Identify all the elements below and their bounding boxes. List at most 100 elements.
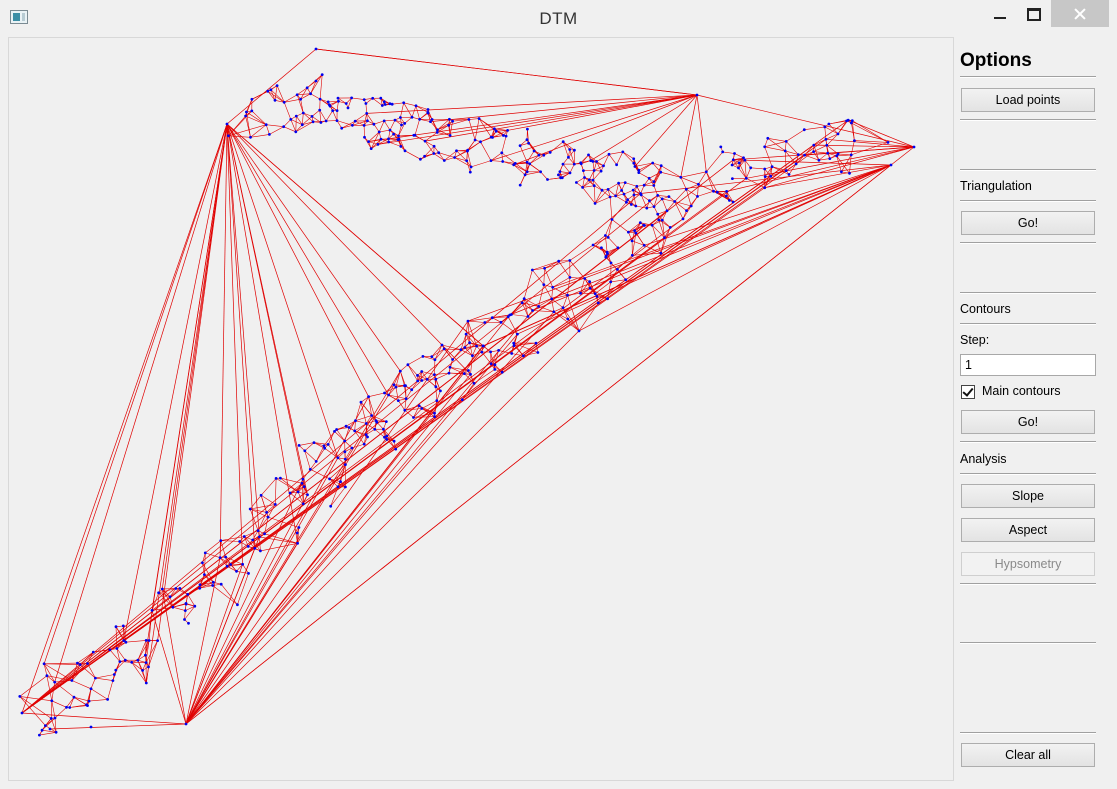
tin-edge (388, 138, 399, 140)
tin-edge (543, 284, 552, 300)
tin-point (468, 341, 471, 345)
tin-point (518, 144, 522, 147)
tin-edge (651, 224, 665, 238)
tin-edge (77, 651, 94, 664)
tin-point (548, 151, 552, 154)
tin-edge (529, 154, 544, 165)
tin-edge (734, 153, 744, 159)
tin-edge (373, 120, 385, 125)
tin-point (309, 92, 312, 96)
tin-point (350, 96, 353, 100)
tin-edge (434, 359, 436, 375)
tin-edge (151, 592, 159, 611)
tin-point (763, 175, 767, 179)
tin-point (44, 724, 47, 727)
tin-edge (304, 442, 315, 452)
tin-point (382, 100, 386, 104)
contours-go-button[interactable]: Go! (961, 410, 1095, 434)
tin-point (493, 363, 497, 367)
tin-edge (227, 566, 237, 572)
tin-edge (608, 154, 617, 165)
tin-edge (434, 372, 450, 375)
tin-edge (340, 464, 346, 482)
tin-edge (398, 124, 402, 136)
aspect-button[interactable]: Aspect (961, 518, 1095, 542)
tin-edge (376, 421, 384, 430)
tin-point (329, 504, 333, 508)
tin-edge (267, 85, 278, 92)
tin-edge (733, 159, 892, 166)
tin-point (600, 188, 604, 192)
tin-edge (535, 343, 539, 353)
tin-edge (404, 408, 422, 411)
tin-point (631, 188, 635, 192)
tin-edge (313, 120, 327, 123)
triangulation-canvas[interactable] (8, 37, 954, 781)
tin-edge (467, 164, 892, 322)
tin-point (248, 507, 252, 511)
tin-point (416, 379, 420, 383)
tin-point (473, 138, 477, 142)
tin-point (652, 180, 656, 184)
clear-all-button[interactable]: Clear all (961, 743, 1095, 767)
tin-point (665, 209, 669, 213)
tin-edge (522, 302, 533, 311)
tin-point (300, 123, 304, 127)
tin-edge (388, 386, 397, 396)
tin-edge (219, 557, 228, 567)
tin-edge (119, 661, 132, 663)
tin-point (589, 159, 593, 162)
tin-point (587, 153, 590, 157)
minimize-button[interactable] (983, 0, 1017, 27)
tin-point (112, 673, 116, 676)
tin-point (853, 139, 856, 142)
tin-edge (145, 640, 158, 663)
tin-point (421, 355, 425, 358)
tin-edge (551, 294, 568, 300)
tin-point (364, 433, 368, 436)
tin-edge (417, 371, 422, 382)
tin-point (719, 145, 723, 149)
maximize-button[interactable] (1017, 0, 1051, 27)
main-contours-checkbox[interactable] (961, 385, 975, 399)
tin-point (406, 363, 410, 367)
tin-point (652, 205, 656, 209)
tin-edge (236, 571, 249, 574)
tin-edge (297, 483, 303, 493)
tin-edge (419, 405, 435, 414)
tin-edge (454, 157, 467, 162)
tin-point (108, 648, 112, 652)
tin-point (387, 393, 390, 397)
tin-edge (490, 351, 496, 370)
tin-edge (414, 119, 420, 136)
close-button[interactable] (1051, 0, 1109, 27)
tin-point (376, 143, 380, 146)
tin-point (198, 586, 202, 590)
tin-edge (640, 222, 653, 226)
tin-point (118, 660, 122, 663)
step-input[interactable]: 1 (960, 354, 1096, 376)
tin-edge (818, 152, 828, 161)
tin-edge (519, 145, 528, 163)
tin-point (579, 291, 582, 295)
tin-edge (610, 269, 618, 283)
load-points-button[interactable]: Load points (961, 88, 1095, 112)
tin-edge (494, 350, 499, 365)
tin-point (520, 301, 524, 305)
tin-edge (21, 210, 668, 714)
tin-edge (786, 163, 797, 171)
tin-edge (532, 269, 545, 285)
divider (960, 642, 1096, 644)
tin-edge (297, 93, 311, 96)
tin-point (796, 153, 800, 156)
tin-edge (605, 235, 608, 253)
tin-edge (264, 533, 298, 544)
tin-edge (607, 237, 619, 249)
tin-edge (658, 210, 668, 221)
tin-edge (680, 177, 699, 185)
triangulation-go-button[interactable]: Go! (961, 211, 1095, 235)
tin-edge (722, 151, 735, 154)
tin-point (635, 184, 639, 188)
slope-button[interactable]: Slope (961, 484, 1095, 508)
tin-point (825, 143, 829, 147)
